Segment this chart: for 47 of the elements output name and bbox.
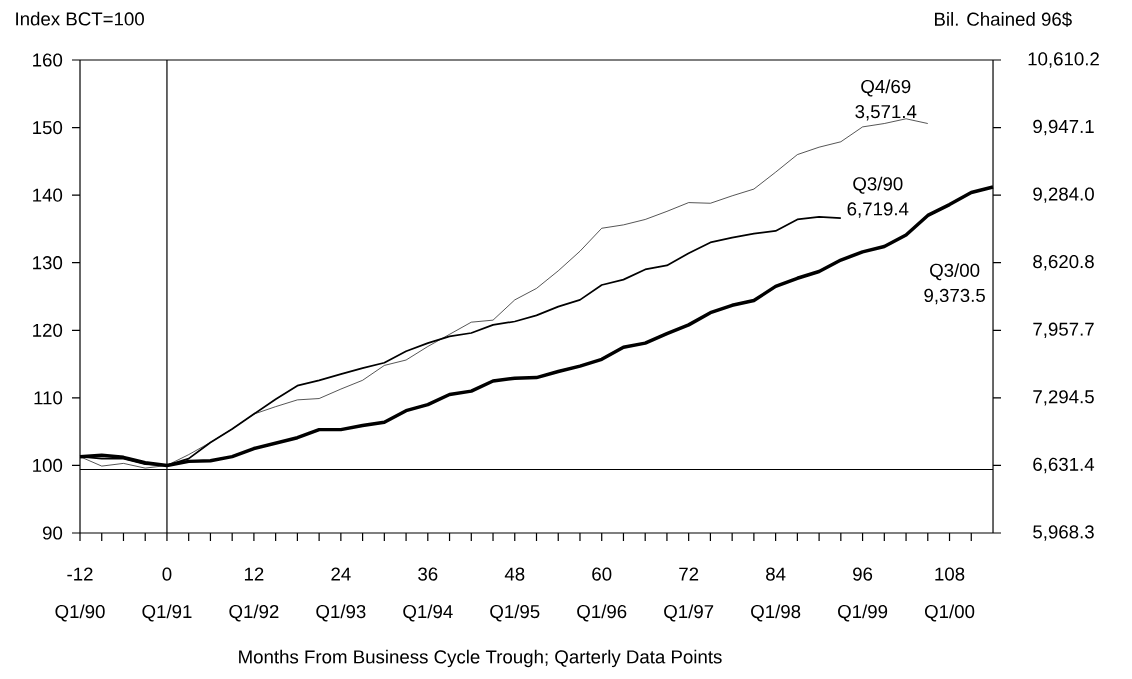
annotation: 9,373.5 — [924, 288, 985, 305]
x-tick-label: 0 — [162, 567, 172, 581]
x-tick-label: 24 — [331, 567, 351, 581]
x-tick-label: 36 — [418, 567, 438, 581]
x-tick-label: 60 — [592, 567, 612, 581]
y2-tick-label: 9,284.0 — [1033, 187, 1094, 203]
y2-tick-label: 9,947.1 — [1033, 119, 1094, 136]
text: Q1/96 — [577, 604, 627, 622]
y-tick-label: 110 — [34, 391, 63, 405]
y-tick-label: 130 — [33, 256, 63, 270]
text: Q1/92 — [229, 604, 279, 622]
x-tick-label: 48 — [504, 567, 525, 581]
x-tick-label: 96 — [853, 567, 873, 581]
y2-tick-label: 6,631.4 — [1033, 457, 1095, 474]
text: Q1/91 — [142, 604, 192, 622]
text: Q1/99 — [838, 604, 888, 622]
y-tick-label: 100 — [33, 458, 63, 473]
text: Q1/95 — [490, 604, 540, 622]
y2-tick-label: 5,968.3 — [1033, 525, 1094, 541]
x-axis-title: Months From Business Cycle Trough; Qarterly Data Points — [239, 649, 722, 668]
annotation: 6,719.4 — [847, 202, 909, 218]
y2-tick-label: 8,620.8 — [1033, 254, 1094, 271]
y-tick-label: 150 — [33, 120, 63, 135]
y-axis-title: Index BCT=100 — [16, 11, 144, 26]
series-label: Q3/00 — [930, 263, 980, 281]
x-tick-label: 12 — [244, 567, 264, 581]
text: Q1/97 — [664, 604, 714, 622]
y-tick-label: 90 — [42, 526, 63, 540]
y2-axis-title: Bil. Chained 96$ — [935, 11, 1072, 27]
y2-tick-label: 7,957.7 — [1033, 322, 1094, 338]
x-tick-label: 72 — [679, 567, 699, 581]
text: Q1/98 — [751, 604, 801, 622]
annotation: 3,571.4 — [855, 104, 917, 121]
y2-tick-label: 10,610.2 — [1028, 52, 1099, 68]
y-tick-label: 160 — [33, 53, 63, 67]
text: Q1/00 — [924, 604, 975, 622]
text: Q1/90 — [55, 604, 105, 622]
x-tick-label: 108 — [935, 567, 965, 581]
y-tick-label: 140 — [33, 188, 63, 202]
y-tick-label: 120 — [33, 323, 63, 337]
series-label: Q3/90 — [853, 176, 903, 194]
x-tick-label: -12 — [67, 567, 93, 581]
y2-tick-label: 7,294.5 — [1033, 390, 1094, 406]
text: Q1/94 — [403, 604, 453, 622]
series-label: Q4/69 — [861, 79, 911, 97]
text: Q1/93 — [316, 604, 366, 622]
x-tick-label: 84 — [766, 567, 786, 581]
